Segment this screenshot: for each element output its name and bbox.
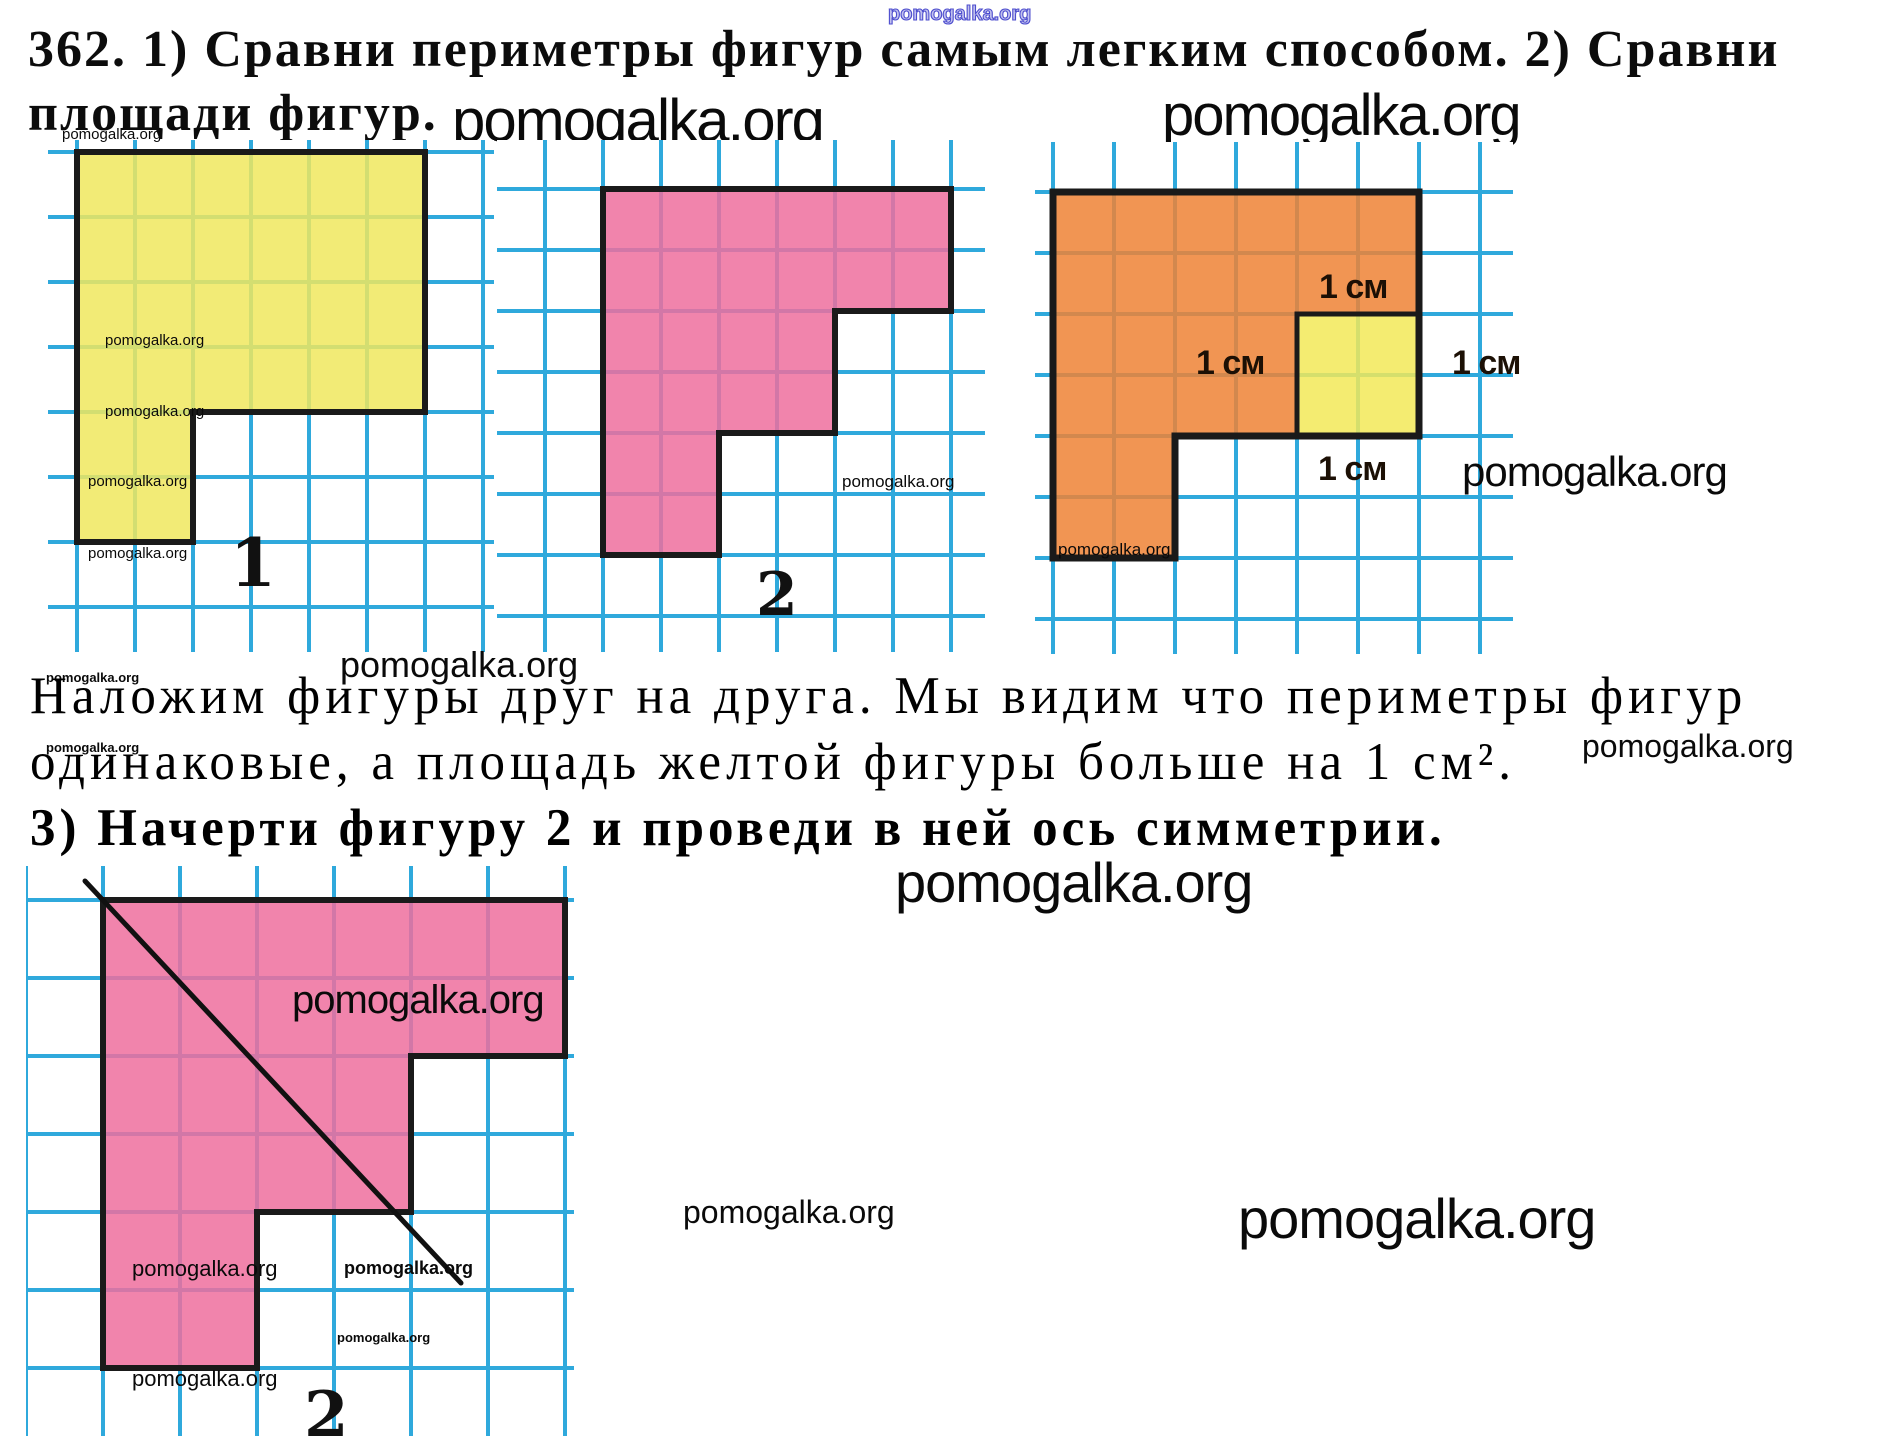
watermark-above-solution: pomogalka.org [340, 644, 579, 685]
watermark-bottom-middle: pomogalka.org [683, 1194, 895, 1230]
unit-label-bottom: 1 см [1318, 450, 1387, 488]
watermark-fig1-a: pomogalka.org [105, 332, 205, 349]
grid-panel-figure3: 1 см 1 см 1 см 1 см pomogalka.org [1035, 142, 1521, 654]
watermark-fig4-large: pomogalka.org [292, 978, 545, 1022]
figure2-polygon [600, 186, 954, 558]
watermark-mid-right: pomogalka.org [1582, 728, 1794, 764]
watermark-tiny-1: pomogalka.org [46, 670, 140, 685]
solution-line1: Наложим фигуры друг на друга. Мы видим ч… [30, 667, 1748, 726]
figure1-number-label: 1 [230, 524, 276, 602]
watermark-tiny-2: pomogalka.org [46, 740, 140, 755]
figure4-number-label: 2 [304, 1378, 349, 1436]
watermark-bottom-right: pomogalka.org [1238, 1187, 1596, 1250]
figure3-outer-outline [1049, 188, 1423, 562]
solution-line2: одинаковые, а площадь желтой фигуры боль… [30, 733, 1516, 792]
grid-panel-figure2: pomogalka.org 2 [497, 140, 985, 652]
watermark-fig4-a: pomogalka.org [132, 1256, 278, 1281]
symmetry-axis-line [82, 878, 464, 1286]
watermark-fig1-b: pomogalka.org [105, 403, 205, 420]
watermark-fig1-top: pomogalka.org [62, 126, 162, 143]
watermark-fig4-d: pomogalka.org [132, 1366, 278, 1391]
watermark-top-blue: pomogalka.org [887, 2, 1032, 25]
figure3-yellow-square [1297, 314, 1419, 436]
figure4-polygon [100, 897, 568, 1371]
watermark-fig2: pomogalka.org [842, 472, 955, 491]
unit-label-right: 1 см [1452, 344, 1521, 382]
watermark-fig4-c: pomogalka.org [337, 1330, 431, 1345]
grid-panel-figure1: pomogalka.org pomogalka.org pomogalka.or… [48, 126, 494, 652]
watermark-fig1-d: pomogalka.org [88, 545, 188, 562]
figure1-shape [74, 149, 428, 545]
figure4-shape [82, 878, 568, 1371]
unit-label-top: 1 см [1319, 268, 1388, 306]
watermark-top-right: pomogalka.org [1162, 83, 1522, 148]
figure2-shape [600, 186, 954, 558]
task-title-line1: 362. 1) Сравни периметры фигур самым лег… [28, 21, 1780, 78]
figure1-polygon [74, 149, 428, 545]
watermark-right-of-figure3: pomogalka.org [1462, 448, 1728, 495]
solution-line3: 3) Начерти фигуру 2 и проведи в ней ось … [30, 799, 1446, 858]
figure2-number-label: 2 [756, 560, 798, 630]
watermark-fig4-b: pomogalka.org [344, 1258, 474, 1278]
watermark-fig3-orange: pomogalka.org [1058, 540, 1171, 559]
task-title-line2: площади фигур. [28, 85, 438, 142]
watermark-fig1-c: pomogalka.org [88, 473, 188, 490]
figure3-shape [1049, 188, 1423, 562]
unit-label-left: 1 см [1196, 344, 1265, 382]
watermark-center-large: pomogalka.org [895, 851, 1253, 914]
grid-panel-figure4: 2 [26, 866, 574, 1436]
